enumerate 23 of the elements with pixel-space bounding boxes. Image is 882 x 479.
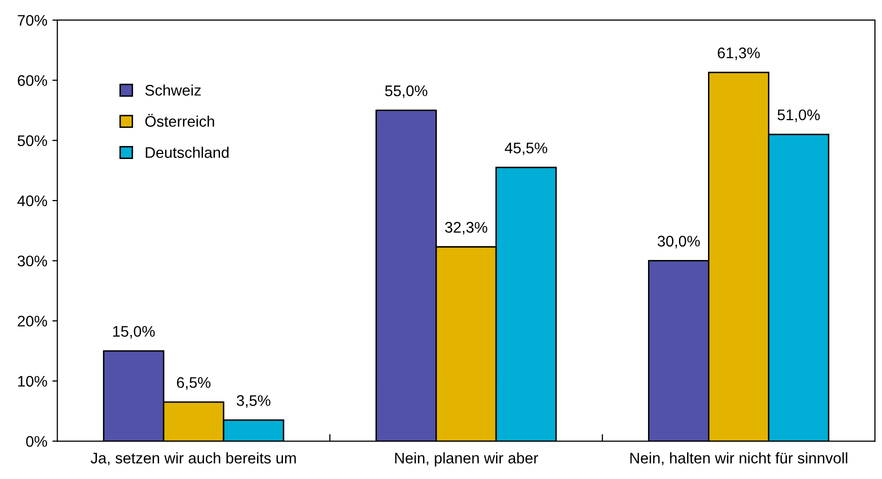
y-tick-label: 40% <box>17 195 48 206</box>
y-tick-label: 0% <box>26 436 48 447</box>
y-tick-label: 30% <box>18 256 48 266</box>
y-tick-label: 20% <box>18 316 48 327</box>
y-tick-label: 60% <box>18 75 48 86</box>
y-tick-label: 50% <box>18 135 48 146</box>
data-label: 61,3% <box>718 48 760 60</box>
legend-label: Deutschland <box>146 146 229 158</box>
legend-label: Österreich <box>145 114 214 127</box>
data-label: 3,5% <box>236 395 270 408</box>
x-tick-label: Ja, setzen wir auch bereits um <box>90 452 296 466</box>
data-label: 32,3% <box>445 222 488 235</box>
data-label: 30,0% <box>658 236 700 248</box>
data-label: 6,5% <box>176 377 210 390</box>
data-label: 55,0% <box>385 85 428 98</box>
y-tick-label: 10% <box>18 376 48 387</box>
data-label: 51,0% <box>778 109 820 122</box>
legend-label: Schweiz <box>145 84 201 96</box>
data-label: 15,0% <box>113 326 155 339</box>
y-tick-label: 70% <box>18 14 48 26</box>
x-tick-label: Nein, halten wir nicht für sinnvoll <box>630 452 848 466</box>
data-label: 45,5% <box>504 142 548 156</box>
x-tick-label: Nein, planen wir aber <box>395 452 538 467</box>
